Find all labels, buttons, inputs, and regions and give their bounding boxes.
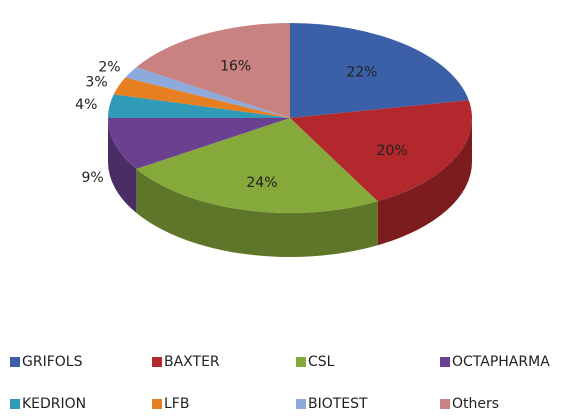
- slice: [108, 118, 290, 169]
- legend-label: BAXTER: [164, 354, 220, 370]
- data-label: 20%: [377, 143, 408, 159]
- slice: [290, 100, 472, 202]
- slice: [290, 23, 469, 118]
- legend-swatch: [10, 399, 20, 409]
- legend-swatch: [440, 357, 450, 367]
- data-label: 16%: [220, 58, 251, 74]
- legend-swatch: [152, 357, 162, 367]
- data-label: 9%: [82, 170, 104, 186]
- legend-swatch: [296, 399, 306, 409]
- slice-side: [136, 168, 378, 257]
- legend-label: Others: [452, 396, 499, 412]
- slice-side: [377, 118, 472, 246]
- data-label: 2%: [98, 60, 120, 76]
- slice: [136, 118, 378, 213]
- slice-side: [108, 118, 137, 213]
- legend-swatch: [296, 357, 306, 367]
- data-label: 3%: [85, 75, 107, 91]
- slice: [113, 77, 290, 118]
- slice: [108, 94, 290, 118]
- legend-label: BIOTEST: [308, 396, 368, 412]
- data-label: 24%: [246, 175, 277, 191]
- legend-label: CSL: [308, 354, 335, 370]
- legend-swatch: [10, 357, 20, 367]
- legend-label: LFB: [164, 396, 189, 412]
- legend-swatch: [152, 399, 162, 409]
- data-label: 4%: [75, 97, 97, 113]
- legend-label: OCTAPHARMA: [452, 354, 550, 370]
- slice: [136, 23, 290, 118]
- legend-swatch: [440, 399, 450, 409]
- legend-label: KEDRION: [22, 396, 86, 412]
- data-label: 22%: [346, 65, 377, 81]
- legend-label: GRIFOLS: [22, 354, 83, 370]
- slice: [125, 67, 291, 118]
